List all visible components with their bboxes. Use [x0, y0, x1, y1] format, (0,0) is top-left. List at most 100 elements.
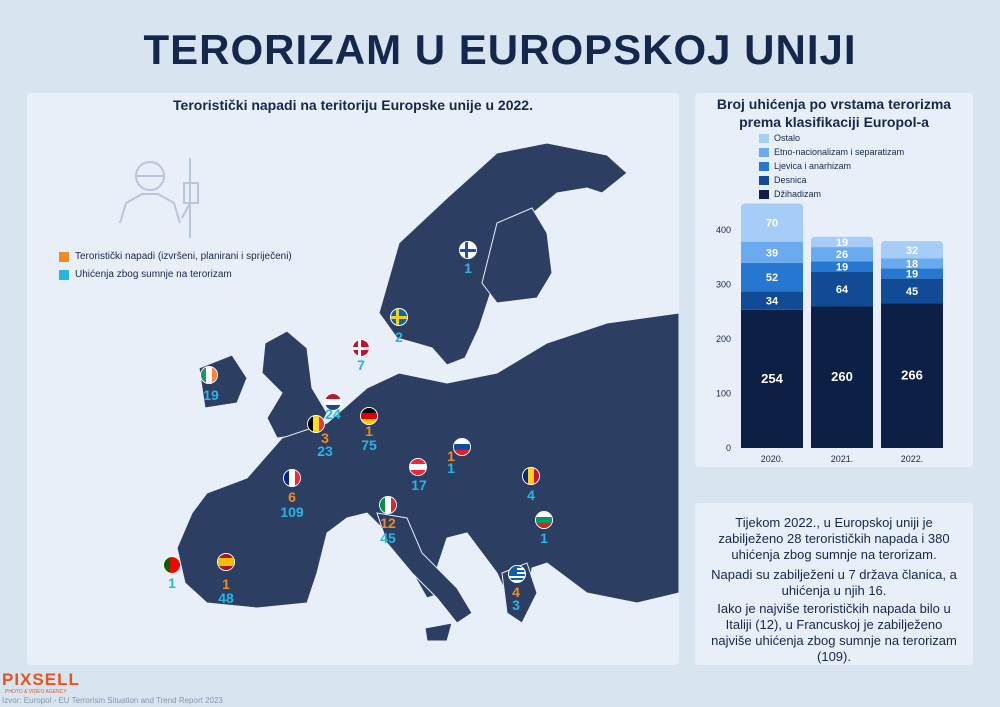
bar-value-label: 39: [766, 247, 778, 259]
bar-value-label: 52: [766, 272, 778, 284]
europe-map: [176, 142, 679, 642]
bar-segment: [741, 262, 803, 292]
romania-arrests: 4: [527, 487, 535, 503]
legend-arrests-label: Uhićenja zbog sumnje na terorizam: [75, 269, 232, 280]
bar-value-label: 254: [761, 371, 783, 386]
netherlands-arrests: 24: [325, 406, 341, 422]
bar-segment: [881, 258, 943, 269]
spain-arrests: 48: [218, 590, 234, 606]
bar-value-label: 34: [766, 295, 779, 307]
portugal-arrests: 1: [168, 575, 176, 591]
legend-attacks: Teroristički napadi (izvršeni, planirani…: [59, 251, 292, 262]
summary-paragraph-3: Iako je najviše terorističkih napada bil…: [711, 601, 957, 664]
chart-panel: Broj uhićenja po vrstama terorizma prema…: [695, 93, 973, 467]
map-panel: Teroristički napadi na teritoriju Europs…: [27, 93, 679, 665]
flag-france-icon: [283, 469, 301, 487]
flag-germany-icon: [360, 407, 378, 425]
bar-value-label: 19: [836, 261, 848, 273]
bar-segment: [741, 291, 803, 310]
legend-item-1: Etno-nacionalizam i separatizam: [759, 147, 904, 157]
bar-value-label: 70: [766, 218, 778, 230]
legend-swatch: [759, 147, 769, 157]
bar-value-label: 64: [836, 284, 849, 296]
belgium-attacks: 3: [321, 430, 329, 446]
map-title: Teroristički napadi na teritoriju Europs…: [173, 97, 533, 113]
flag-slovakia-icon: [453, 438, 471, 456]
bar-segment: [811, 261, 873, 272]
ireland-arrests: 19: [203, 387, 219, 403]
bar-segment: [741, 309, 803, 448]
sicily-shape: [424, 622, 453, 642]
bar-segment: [811, 236, 873, 248]
sweden-arrests: 2: [395, 329, 403, 345]
italy-arrests: 45: [380, 530, 396, 546]
y-tick-label: 100: [716, 389, 731, 399]
bulgaria-arrests: 1: [540, 530, 548, 546]
legend-item-0: Ostalo: [759, 133, 800, 143]
italy-attacks: 12: [380, 515, 396, 531]
greece-arrests: 3: [512, 597, 520, 613]
legend-swatch: [759, 175, 769, 185]
austria-arrests: 17: [411, 477, 427, 493]
legend-label: Džihadizam: [774, 189, 822, 199]
chart-title-line1: Broj uhićenja po vrstama terorizma: [716, 96, 952, 112]
greece-attacks: 4: [512, 584, 520, 600]
legend-item-2: Ljevica i anarhizam: [759, 161, 851, 171]
bar-segment: [881, 303, 943, 448]
flag-greece-icon: [508, 565, 526, 583]
legend-label: Etno-nacionalizam i separatizam: [774, 147, 905, 157]
flag-finland-icon: [459, 241, 477, 259]
mainland-shape: [176, 312, 679, 619]
y-tick-label: 300: [716, 280, 731, 290]
pixsell-tagline: PHOTO & VIDEO AGENCY: [5, 689, 67, 695]
bar-value-label: 266: [901, 368, 923, 383]
legend-item-3: Desnica: [759, 175, 807, 185]
legend-attacks-label: Teroristički napadi (izvršeni, planirani…: [75, 251, 292, 262]
bar-value-label: 19: [836, 237, 848, 249]
flag-spain-icon: [217, 553, 235, 571]
flag-romania-icon: [522, 467, 540, 485]
denmark-arrests: 7: [357, 357, 365, 373]
belgium-arrests: 23: [317, 443, 333, 459]
legend-item-4: Džihadizam: [759, 189, 821, 199]
bar-value-label: 26: [836, 249, 848, 261]
flag-austria-icon: [409, 458, 427, 476]
bar-segment: [811, 271, 873, 307]
flag-netherlands-icon: [324, 393, 342, 411]
x-tick-label: 2020.: [761, 454, 784, 464]
bar-segment: [881, 278, 943, 304]
legend-attacks-swatch: [59, 251, 69, 262]
bar-value-label: 19: [906, 269, 918, 281]
bar-value-label: 18: [906, 258, 918, 270]
bar-segment: [811, 247, 873, 262]
bar-segment: [741, 203, 803, 242]
summary-panel: Tijekom 2022., u Europskoj uniji je zabi…: [695, 503, 973, 665]
chart-title: Broj uhićenja po vrstama terorizma prema…: [695, 95, 973, 131]
flag-denmark-icon: [352, 339, 370, 357]
bar-segment: [881, 268, 943, 279]
x-tick-label: 2021.: [831, 454, 854, 464]
y-tick-label: 200: [716, 334, 731, 344]
legend-label: Ostalo: [774, 133, 801, 143]
terrorist-icon: [119, 158, 199, 238]
legend-swatch: [759, 161, 769, 171]
germany-arrests: 75: [361, 437, 377, 453]
slovakia-arrests: 1: [447, 460, 455, 476]
y-tick-label: 0: [726, 443, 731, 453]
spain-attacks: 1: [222, 576, 230, 592]
legend-swatch: [759, 133, 769, 143]
legend-swatch: [759, 189, 769, 199]
flag-belgium-icon: [307, 415, 325, 433]
flag-sweden-icon: [390, 308, 408, 326]
chart-title-line2: prema klasifikaciji Europol-a: [739, 114, 929, 130]
italy-shape: [376, 512, 473, 624]
summary-paragraph-1: Tijekom 2022., u Europskoj uniji je zabi…: [718, 515, 950, 562]
flag-portugal-icon: [163, 556, 181, 574]
source-note: Izvor: Europol - EU Terrorism Situation …: [2, 696, 223, 705]
finland-shape: [481, 207, 553, 304]
france-arrests: 109: [280, 504, 304, 520]
bar-value-label: 260: [831, 369, 853, 384]
y-tick-label: 400: [716, 225, 731, 235]
legend-arrests-swatch: [59, 269, 69, 280]
summary-paragraph-2: Napadi su zabilježeni u 7 država članica…: [711, 567, 957, 598]
